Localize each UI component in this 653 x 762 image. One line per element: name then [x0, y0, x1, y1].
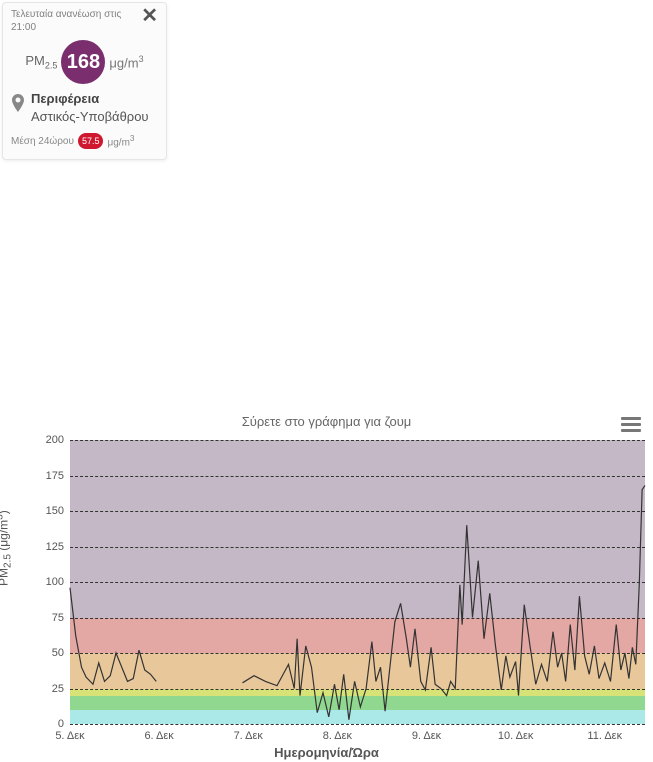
- x-axis-label: Ημερομηνία/Ώρα: [0, 745, 653, 760]
- location-title: Περιφέρεια: [31, 90, 149, 108]
- reading-value-badge: 168: [61, 40, 105, 84]
- y-tick-label: 100: [46, 576, 70, 588]
- y-tick-label: 25: [52, 683, 70, 695]
- x-tick-label: 11. Δεκ: [587, 724, 622, 742]
- average-value-badge: 57.5: [78, 133, 104, 149]
- y-tick-label: 75: [52, 612, 70, 624]
- card-header: Τελευταία ανανέωση στις 21:00 ✕: [11, 9, 158, 34]
- info-card: Τελευταία ανανέωση στις 21:00 ✕ PM2.5 16…: [2, 2, 167, 160]
- location-subtitle: Αστικός-Υποβάθρου: [31, 108, 149, 126]
- x-tick-label: 5. Δεκ: [55, 724, 84, 742]
- location-pin-icon: [11, 94, 25, 117]
- close-icon[interactable]: ✕: [141, 9, 158, 23]
- y-axis-label: PM2.5 (μg/m3): [0, 510, 14, 586]
- y-tick-label: 175: [46, 470, 70, 482]
- chart-menu-icon[interactable]: [621, 414, 641, 430]
- timeseries-line: [70, 440, 645, 724]
- y-tick-label: 200: [46, 434, 70, 446]
- location-text: Περιφέρεια Αστικός-Υποβάθρου: [31, 90, 149, 125]
- x-tick-label: 7. Δεκ: [234, 724, 263, 742]
- average-unit: μg/m3: [107, 133, 134, 148]
- chart-title: Σύρετε στο γράφημα για ζουμ: [0, 410, 653, 431]
- last-refresh-label: Τελευταία ανανέωση στις 21:00: [11, 9, 141, 34]
- reading-unit: μg/m3: [109, 54, 143, 70]
- pollutant-label: PM2.5: [25, 53, 57, 71]
- x-tick-label: 6. Δεκ: [144, 724, 173, 742]
- y-tick-label: 150: [46, 505, 70, 517]
- plot[interactable]: 02550751001251501752005. Δεκ6. Δεκ7. Δεκ…: [70, 440, 645, 724]
- x-tick-label: 9. Δεκ: [412, 724, 441, 742]
- x-tick-label: 8. Δεκ: [323, 724, 352, 742]
- average-row: Μέση 24ώρου 57.5 μg/m3: [11, 133, 158, 149]
- card-main-reading: PM2.5 168 μg/m3: [11, 40, 158, 84]
- average-label: Μέση 24ώρου: [11, 136, 74, 147]
- y-tick-label: 50: [52, 647, 70, 659]
- chart-container: Σύρετε στο γράφημα για ζουμ PM2.5 (μg/m3…: [0, 410, 653, 762]
- y-tick-label: 125: [46, 541, 70, 553]
- x-tick-label: 10. Δεκ: [498, 724, 534, 742]
- plot-area[interactable]: 02550751001251501752005. Δεκ6. Δεκ7. Δεκ…: [28, 440, 645, 724]
- location-row: Περιφέρεια Αστικός-Υποβάθρου: [11, 90, 158, 125]
